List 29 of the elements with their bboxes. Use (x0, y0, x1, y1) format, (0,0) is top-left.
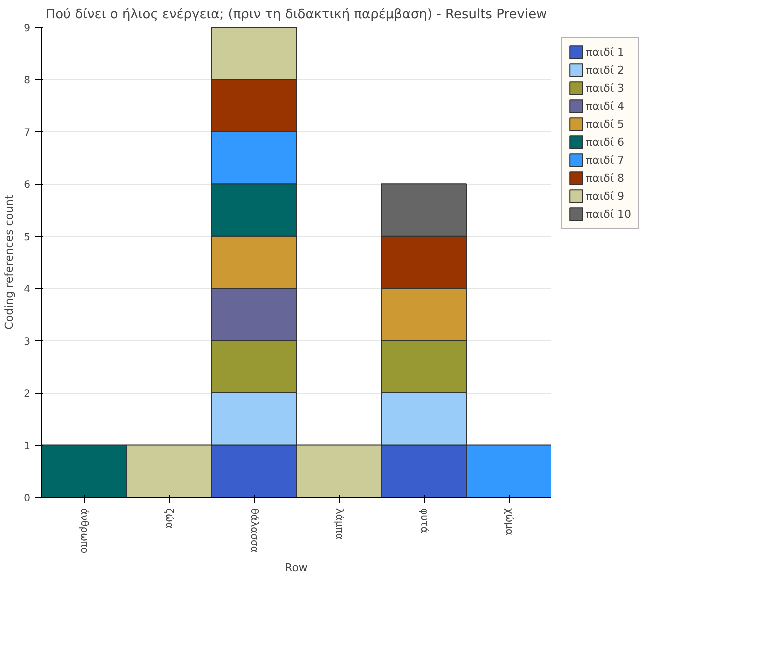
legend-label: παιδί 10 (586, 208, 632, 220)
legend-label: παιδί 2 (586, 64, 625, 76)
legend-label: παιδί 4 (586, 100, 625, 112)
y-tick-label: 7 (24, 128, 31, 139)
x-tick-label: χώμα (504, 508, 514, 536)
y-tick-label: 8 (24, 76, 31, 87)
y-tick-label: 4 (24, 284, 31, 296)
legend-label: παιδί 1 (586, 46, 625, 58)
legend-label: παιδί 6 (586, 136, 625, 148)
x-tick-label: λάμπα (334, 508, 344, 540)
legend-label: παιδί 8 (586, 172, 625, 184)
x-axis-title: Row (285, 562, 308, 575)
legend-label: παιδί 3 (586, 82, 625, 94)
y-tick-label: 6 (24, 180, 31, 192)
y-tick-label: 3 (24, 336, 31, 348)
x-tick-label: φυτά (418, 508, 430, 534)
x-tick-label: ζώα (164, 508, 174, 530)
x-tick-label: θάλασσα (248, 508, 260, 554)
legend-label: παιδί 7 (586, 154, 625, 166)
chart-title: Πού δίνει ο ήλιος ενέργεια; (πριν τη διδακτική παρέμβαση) - Results Preview (46, 8, 548, 22)
y-tick-label: 5 (24, 232, 31, 244)
y-tick-label: 2 (24, 389, 31, 400)
legend-label: παιδί 9 (586, 190, 625, 202)
legend-label: παιδί 5 (586, 118, 625, 130)
x-tick-label: άνθρωπο (78, 508, 90, 554)
y-tick-label: 0 (24, 494, 31, 504)
y-tick-label: 1 (24, 441, 31, 452)
y-tick-label: 9 (24, 24, 31, 34)
y-axis-title: Coding references count (3, 194, 16, 330)
